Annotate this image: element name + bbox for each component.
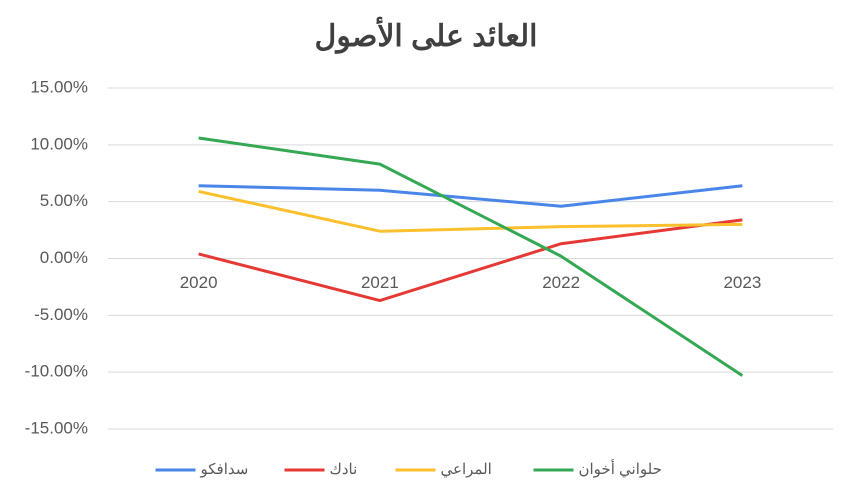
series-line [198, 218, 743, 303]
y-tick-label: -15.00% [25, 418, 88, 437]
y-tick-label: -10.00% [25, 362, 88, 381]
legend-label: حلواني أخوان [579, 459, 662, 478]
chart-title: العائد على الأصول [315, 17, 538, 54]
y-tick-label: 10.00% [30, 134, 88, 153]
y-tick-label: -5.00% [34, 305, 88, 324]
series-line [198, 184, 743, 208]
x-tick-label: 2022 [542, 273, 580, 292]
x-tick-label: 2023 [723, 273, 761, 292]
series-line [198, 136, 744, 377]
legend-label: نادك [330, 461, 358, 478]
x-tick-label: 2021 [361, 273, 399, 292]
y-tick-label: 15.00% [30, 77, 88, 96]
x-tick-label: 2020 [180, 273, 218, 292]
legend-label: سدافكو [200, 461, 249, 478]
y-tick-label: 0.00% [40, 248, 88, 267]
legend-label: المراعي [441, 461, 492, 478]
series-line [198, 189, 743, 233]
y-tick-label: 5.00% [40, 191, 88, 210]
